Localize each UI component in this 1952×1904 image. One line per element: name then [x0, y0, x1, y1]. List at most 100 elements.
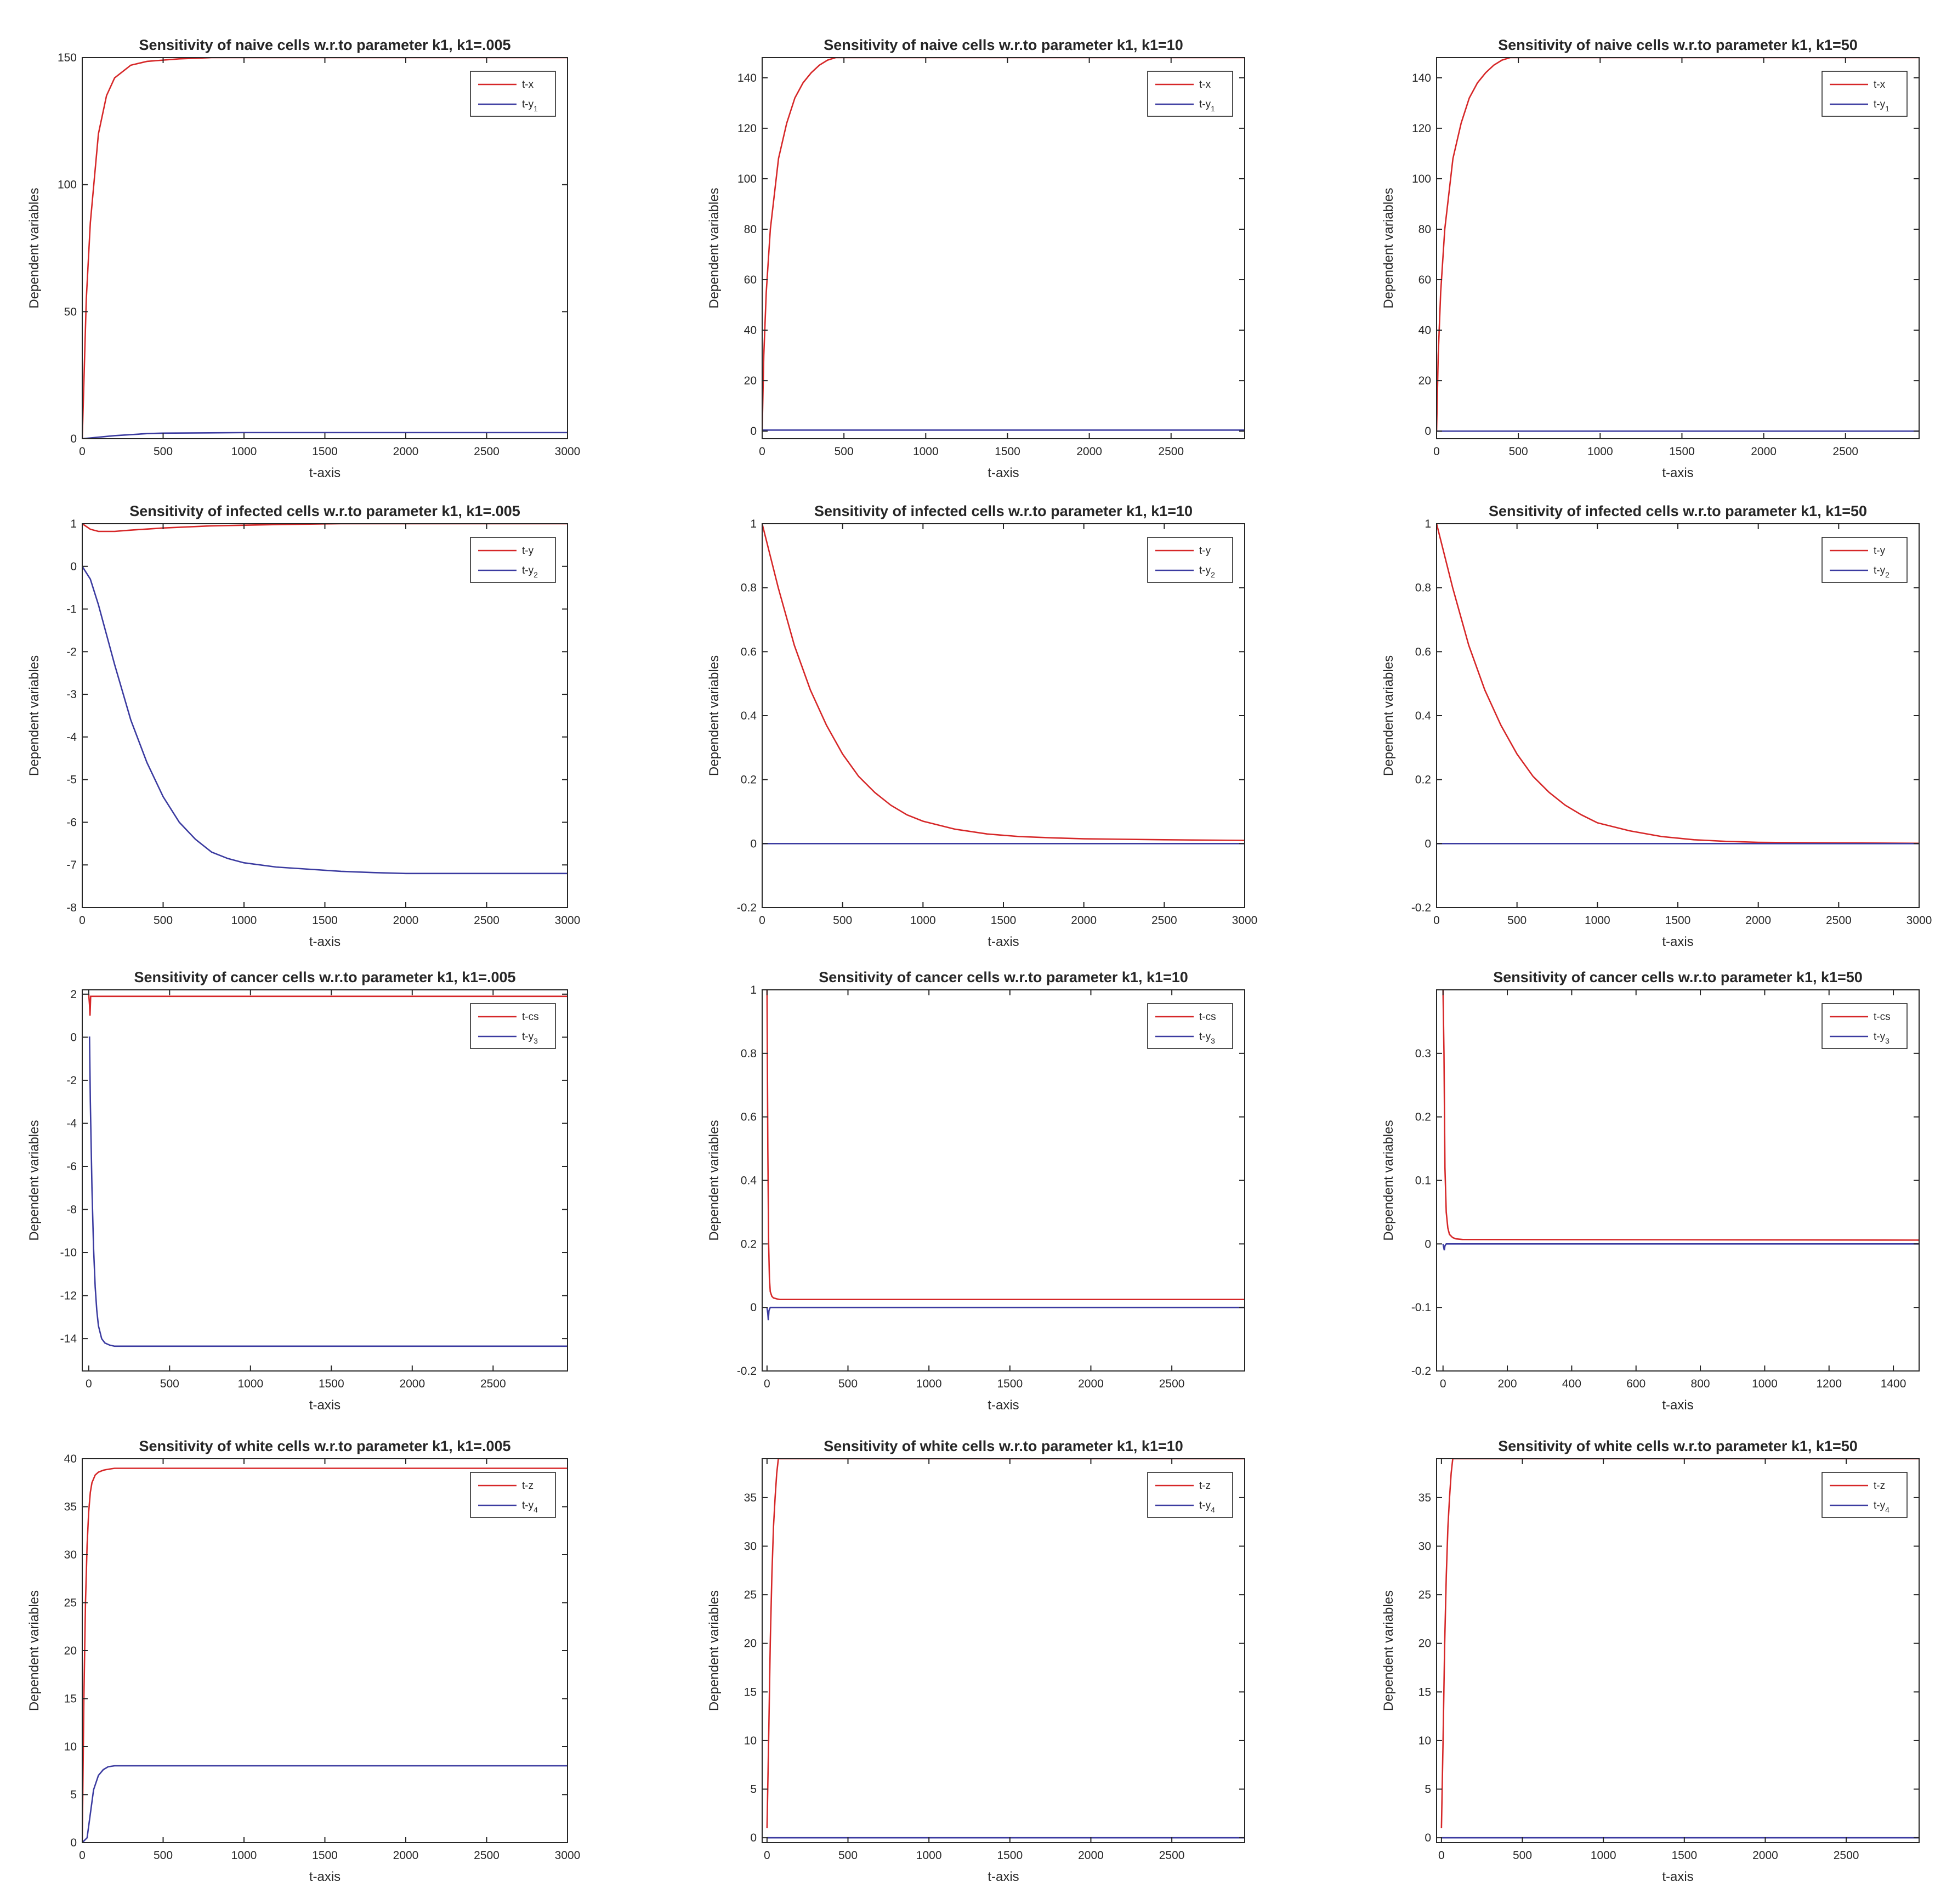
y-tick-label: 20 — [744, 375, 757, 387]
y-tick-label: 0.6 — [741, 645, 757, 658]
x-tick-label: 0 — [1433, 914, 1440, 927]
x-axis-label: t-axis — [1662, 1869, 1693, 1884]
legend: t-cs t-y3 — [1147, 1003, 1233, 1049]
series-line-t-z — [766, 1459, 1245, 1828]
x-tick-label: 0 — [759, 445, 765, 458]
y-tick-label: 0.6 — [741, 1111, 757, 1124]
legend-label: t-cs — [1874, 1011, 1891, 1023]
legend-label: t-cs — [522, 1011, 539, 1023]
y-tick-label: 0 — [1425, 1832, 1431, 1844]
chart-title: Sensitivity of cancer cells w.r.to param… — [819, 969, 1188, 985]
chart-4: Sensitivity of infected cells w.r.to par… — [27, 503, 581, 949]
legend-label-text: t-z — [1874, 1480, 1885, 1492]
y-tick-label: 0 — [750, 1832, 757, 1844]
legend-label: t-y1 — [522, 99, 538, 113]
x-tick-label: 2500 — [1826, 914, 1852, 927]
series-line-t-z — [1440, 1459, 1919, 1828]
y-tick-label: -4 — [66, 731, 77, 744]
x-tick-label: 0 — [1433, 445, 1440, 458]
y-tick-label: 100 — [737, 173, 757, 185]
series-line-t-y-3 — [766, 1306, 1245, 1321]
y-tick-label: -0.2 — [1411, 902, 1431, 914]
y-axis-label: Dependent variables — [27, 655, 42, 776]
x-tick-label: 500 — [154, 914, 173, 927]
y-tick-label: 140 — [1412, 72, 1431, 84]
x-axis-label: t-axis — [1662, 466, 1693, 480]
x-tick-label: 2000 — [1745, 914, 1771, 927]
chart-3: Sensitivity of naive cells w.r.to parame… — [1381, 37, 1920, 480]
legend: t-cs t-y3 — [470, 1003, 556, 1049]
y-tick-label: 15 — [744, 1686, 757, 1698]
y-tick-label: 10 — [744, 1735, 757, 1747]
x-tick-label: 2000 — [1078, 1378, 1104, 1390]
legend-label: t-y2 — [1199, 565, 1215, 579]
x-tick-label: 2000 — [1752, 1849, 1778, 1862]
x-tick-label: 500 — [1513, 1849, 1532, 1862]
x-tick-label: 1200 — [1816, 1378, 1842, 1390]
legend-label-subscript: 4 — [534, 1505, 538, 1514]
x-tick-label: 1500 — [312, 1849, 338, 1862]
x-tick-label: 3000 — [555, 914, 581, 927]
y-tick-label: -12 — [60, 1290, 77, 1302]
axes-box — [1436, 1458, 1920, 1843]
y-tick-label: 20 — [744, 1637, 757, 1650]
x-axis-label: t-axis — [309, 1869, 341, 1884]
y-tick-label: 0 — [1425, 425, 1431, 438]
legend-label: t-cs — [1199, 1011, 1216, 1023]
y-tick-label: 120 — [1412, 122, 1431, 135]
chart-12: Sensitivity of white cells w.r.to parame… — [1381, 1438, 1920, 1884]
axes-box — [1436, 57, 1920, 439]
y-axis-label: Dependent variables — [707, 188, 722, 308]
x-axis-label: t-axis — [309, 1398, 341, 1413]
chart-6: Sensitivity of infected cells w.r.to par… — [1381, 503, 1932, 949]
y-tick-label: -8 — [66, 902, 77, 914]
x-tick-label: 1500 — [997, 1378, 1023, 1390]
legend-box — [470, 71, 556, 117]
legend-label-subscript: 3 — [1885, 1036, 1889, 1045]
y-tick-label: 0.4 — [741, 710, 757, 722]
x-axis-label: t-axis — [988, 1398, 1019, 1413]
y-tick-label: 0 — [70, 1837, 77, 1849]
y-tick-label: 20 — [1418, 375, 1431, 387]
y-tick-label: 1 — [70, 518, 77, 530]
y-tick-label: 0 — [750, 425, 757, 438]
y-tick-label: 60 — [744, 274, 757, 286]
legend-label-subscript: 1 — [534, 104, 538, 113]
legend: t-yt-y2 — [1147, 537, 1233, 583]
y-axis-label: Dependent variables — [707, 1590, 722, 1711]
y-tick-label: 40 — [64, 1453, 77, 1465]
y-tick-label: 50 — [64, 305, 77, 318]
x-tick-label: 500 — [154, 1849, 173, 1862]
x-tick-label: 500 — [838, 1849, 858, 1862]
x-tick-label: 400 — [1562, 1378, 1581, 1390]
y-tick-label: 0 — [750, 1301, 757, 1314]
x-tick-label: 1000 — [1752, 1378, 1778, 1390]
series-line-t-cs — [766, 990, 1245, 1300]
legend-box — [470, 1472, 556, 1518]
y-tick-label: -5 — [66, 774, 77, 786]
x-tick-label: 1000 — [231, 445, 257, 458]
y-tick-label: 0 — [750, 837, 757, 850]
x-tick-label: 2000 — [1076, 445, 1102, 458]
y-tick-label: 140 — [737, 72, 757, 84]
y-tick-label: 30 — [744, 1540, 757, 1552]
y-tick-label: 0 — [1425, 1238, 1431, 1250]
legend-box — [1147, 1003, 1233, 1049]
y-tick-label: 0.2 — [741, 1238, 757, 1250]
series-line-t-y — [1437, 524, 1919, 845]
legend-label-subscript: 2 — [534, 570, 538, 579]
y-tick-label: 0.8 — [741, 1047, 757, 1060]
y-tick-label: 15 — [1418, 1686, 1431, 1698]
legend-label: t-y1 — [1874, 99, 1889, 113]
legend-box — [1147, 1472, 1233, 1518]
y-tick-label: -7 — [66, 859, 77, 871]
y-tick-label: 0 — [70, 433, 77, 445]
series-line-t-y-3 — [88, 1036, 568, 1347]
x-axis-label: t-axis — [1662, 1398, 1693, 1413]
series-group — [82, 1467, 568, 1843]
series-group — [1442, 990, 1919, 1251]
legend-label-text: t-y — [1199, 1031, 1211, 1042]
legend-label: t-y3 — [1199, 1031, 1215, 1045]
y-tick-label: 20 — [64, 1645, 77, 1657]
series-group — [1440, 1459, 1919, 1839]
